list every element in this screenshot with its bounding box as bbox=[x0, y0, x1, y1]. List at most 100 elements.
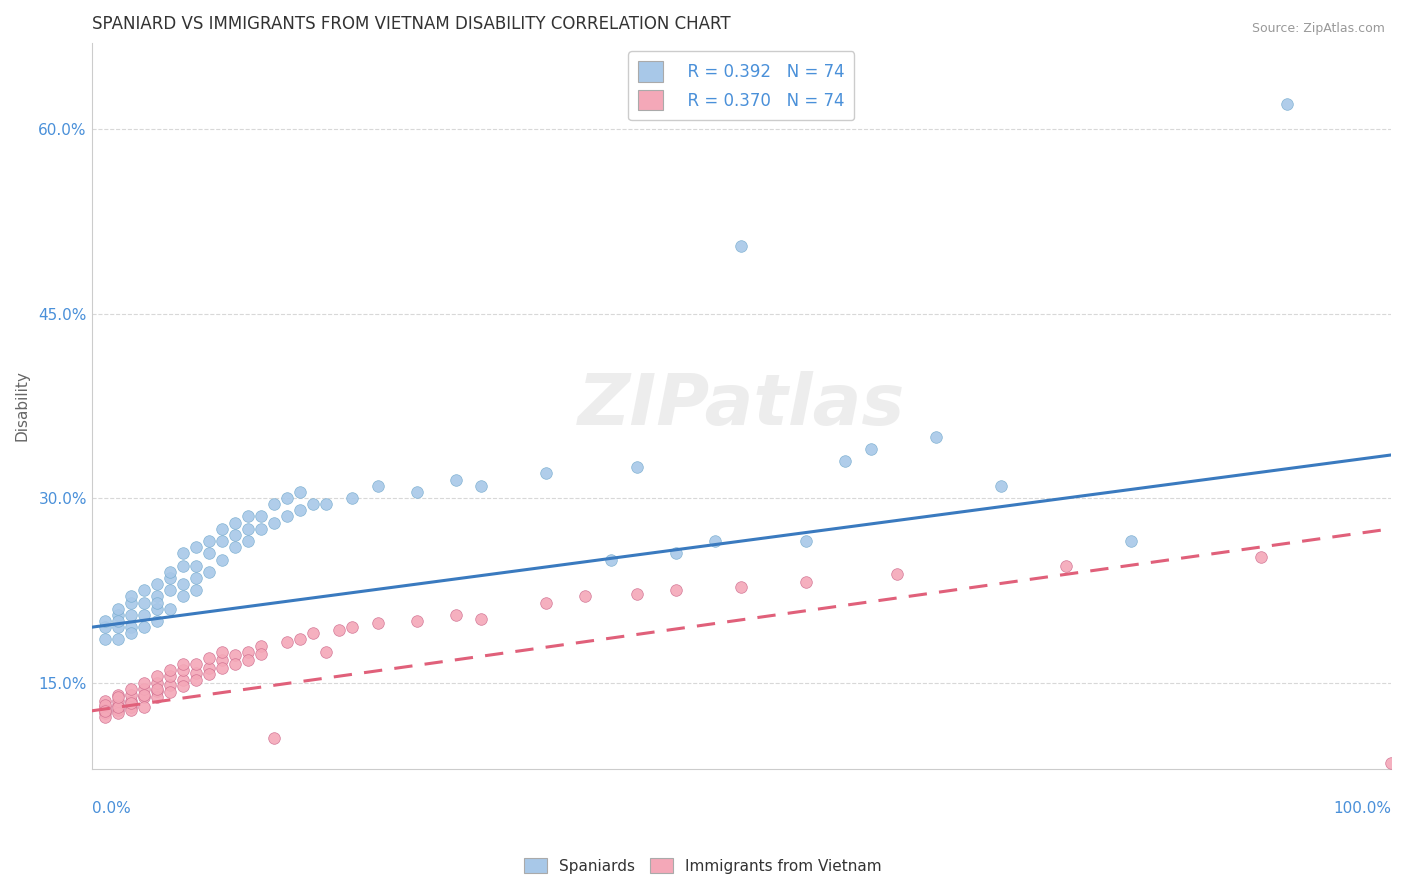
Point bbox=[405, 614, 427, 628]
Point bbox=[197, 546, 219, 560]
Point bbox=[172, 657, 194, 671]
Point bbox=[263, 497, 285, 511]
Point bbox=[236, 522, 259, 536]
Point bbox=[211, 661, 233, 675]
Point bbox=[107, 706, 129, 721]
Point bbox=[145, 577, 167, 591]
Point bbox=[93, 698, 115, 712]
Point bbox=[211, 552, 233, 566]
Point bbox=[834, 454, 856, 468]
Point bbox=[367, 616, 389, 631]
Point bbox=[172, 577, 194, 591]
Point bbox=[107, 614, 129, 628]
Point bbox=[184, 583, 207, 598]
Point bbox=[120, 590, 142, 604]
Point bbox=[132, 596, 155, 610]
Point bbox=[574, 590, 596, 604]
Point bbox=[444, 607, 467, 622]
Point bbox=[120, 607, 142, 622]
Point bbox=[132, 607, 155, 622]
Point bbox=[236, 509, 259, 524]
Point bbox=[600, 552, 623, 566]
Point bbox=[249, 639, 271, 653]
Point bbox=[120, 700, 142, 714]
Point bbox=[1379, 756, 1402, 770]
Point bbox=[172, 558, 194, 573]
Point bbox=[794, 574, 817, 589]
Point bbox=[315, 497, 337, 511]
Legend:   R = 0.392   N = 74,   R = 0.370   N = 74: R = 0.392 N = 74, R = 0.370 N = 74 bbox=[628, 51, 855, 120]
Point bbox=[536, 596, 558, 610]
Point bbox=[107, 700, 129, 714]
Point bbox=[145, 669, 167, 683]
Point bbox=[184, 540, 207, 554]
Point bbox=[470, 479, 492, 493]
Point bbox=[288, 632, 311, 647]
Point bbox=[224, 528, 246, 542]
Point bbox=[197, 661, 219, 675]
Point bbox=[93, 704, 115, 718]
Point bbox=[132, 583, 155, 598]
Point bbox=[405, 484, 427, 499]
Text: SPANIARD VS IMMIGRANTS FROM VIETNAM DISABILITY CORRELATION CHART: SPANIARD VS IMMIGRANTS FROM VIETNAM DISA… bbox=[91, 15, 730, 33]
Point bbox=[145, 675, 167, 690]
Point bbox=[1121, 534, 1143, 549]
Point bbox=[184, 673, 207, 687]
Point bbox=[288, 484, 311, 499]
Point bbox=[120, 703, 142, 717]
Y-axis label: Disability: Disability bbox=[15, 370, 30, 442]
Point bbox=[263, 731, 285, 745]
Point bbox=[276, 509, 298, 524]
Point bbox=[328, 623, 350, 637]
Point bbox=[301, 626, 323, 640]
Point bbox=[120, 697, 142, 711]
Point bbox=[665, 583, 688, 598]
Point bbox=[276, 635, 298, 649]
Point bbox=[626, 587, 648, 601]
Point bbox=[704, 534, 727, 549]
Point bbox=[159, 678, 181, 692]
Point bbox=[197, 651, 219, 665]
Point bbox=[107, 688, 129, 702]
Point bbox=[93, 710, 115, 724]
Point bbox=[367, 479, 389, 493]
Point bbox=[730, 580, 752, 594]
Point bbox=[107, 601, 129, 615]
Point bbox=[211, 653, 233, 667]
Point bbox=[93, 700, 115, 714]
Point bbox=[1275, 97, 1298, 112]
Point bbox=[211, 645, 233, 659]
Point bbox=[132, 700, 155, 714]
Point bbox=[120, 626, 142, 640]
Point bbox=[184, 571, 207, 585]
Point bbox=[120, 688, 142, 702]
Point bbox=[145, 601, 167, 615]
Point bbox=[224, 516, 246, 530]
Point bbox=[159, 685, 181, 699]
Point bbox=[249, 522, 271, 536]
Point bbox=[211, 522, 233, 536]
Point bbox=[301, 497, 323, 511]
Legend: Spaniards, Immigrants from Vietnam: Spaniards, Immigrants from Vietnam bbox=[517, 852, 889, 880]
Point bbox=[132, 620, 155, 634]
Point bbox=[132, 681, 155, 696]
Point bbox=[145, 684, 167, 698]
Point bbox=[197, 534, 219, 549]
Point bbox=[860, 442, 883, 456]
Point bbox=[132, 688, 155, 702]
Point bbox=[145, 590, 167, 604]
Point bbox=[1250, 550, 1272, 565]
Point bbox=[249, 647, 271, 661]
Point bbox=[145, 690, 167, 705]
Point bbox=[184, 558, 207, 573]
Point bbox=[263, 516, 285, 530]
Point bbox=[236, 653, 259, 667]
Point bbox=[172, 546, 194, 560]
Point bbox=[132, 675, 155, 690]
Point bbox=[236, 534, 259, 549]
Point bbox=[197, 667, 219, 681]
Point bbox=[120, 620, 142, 634]
Point bbox=[107, 632, 129, 647]
Point bbox=[340, 620, 363, 634]
Point bbox=[172, 663, 194, 677]
